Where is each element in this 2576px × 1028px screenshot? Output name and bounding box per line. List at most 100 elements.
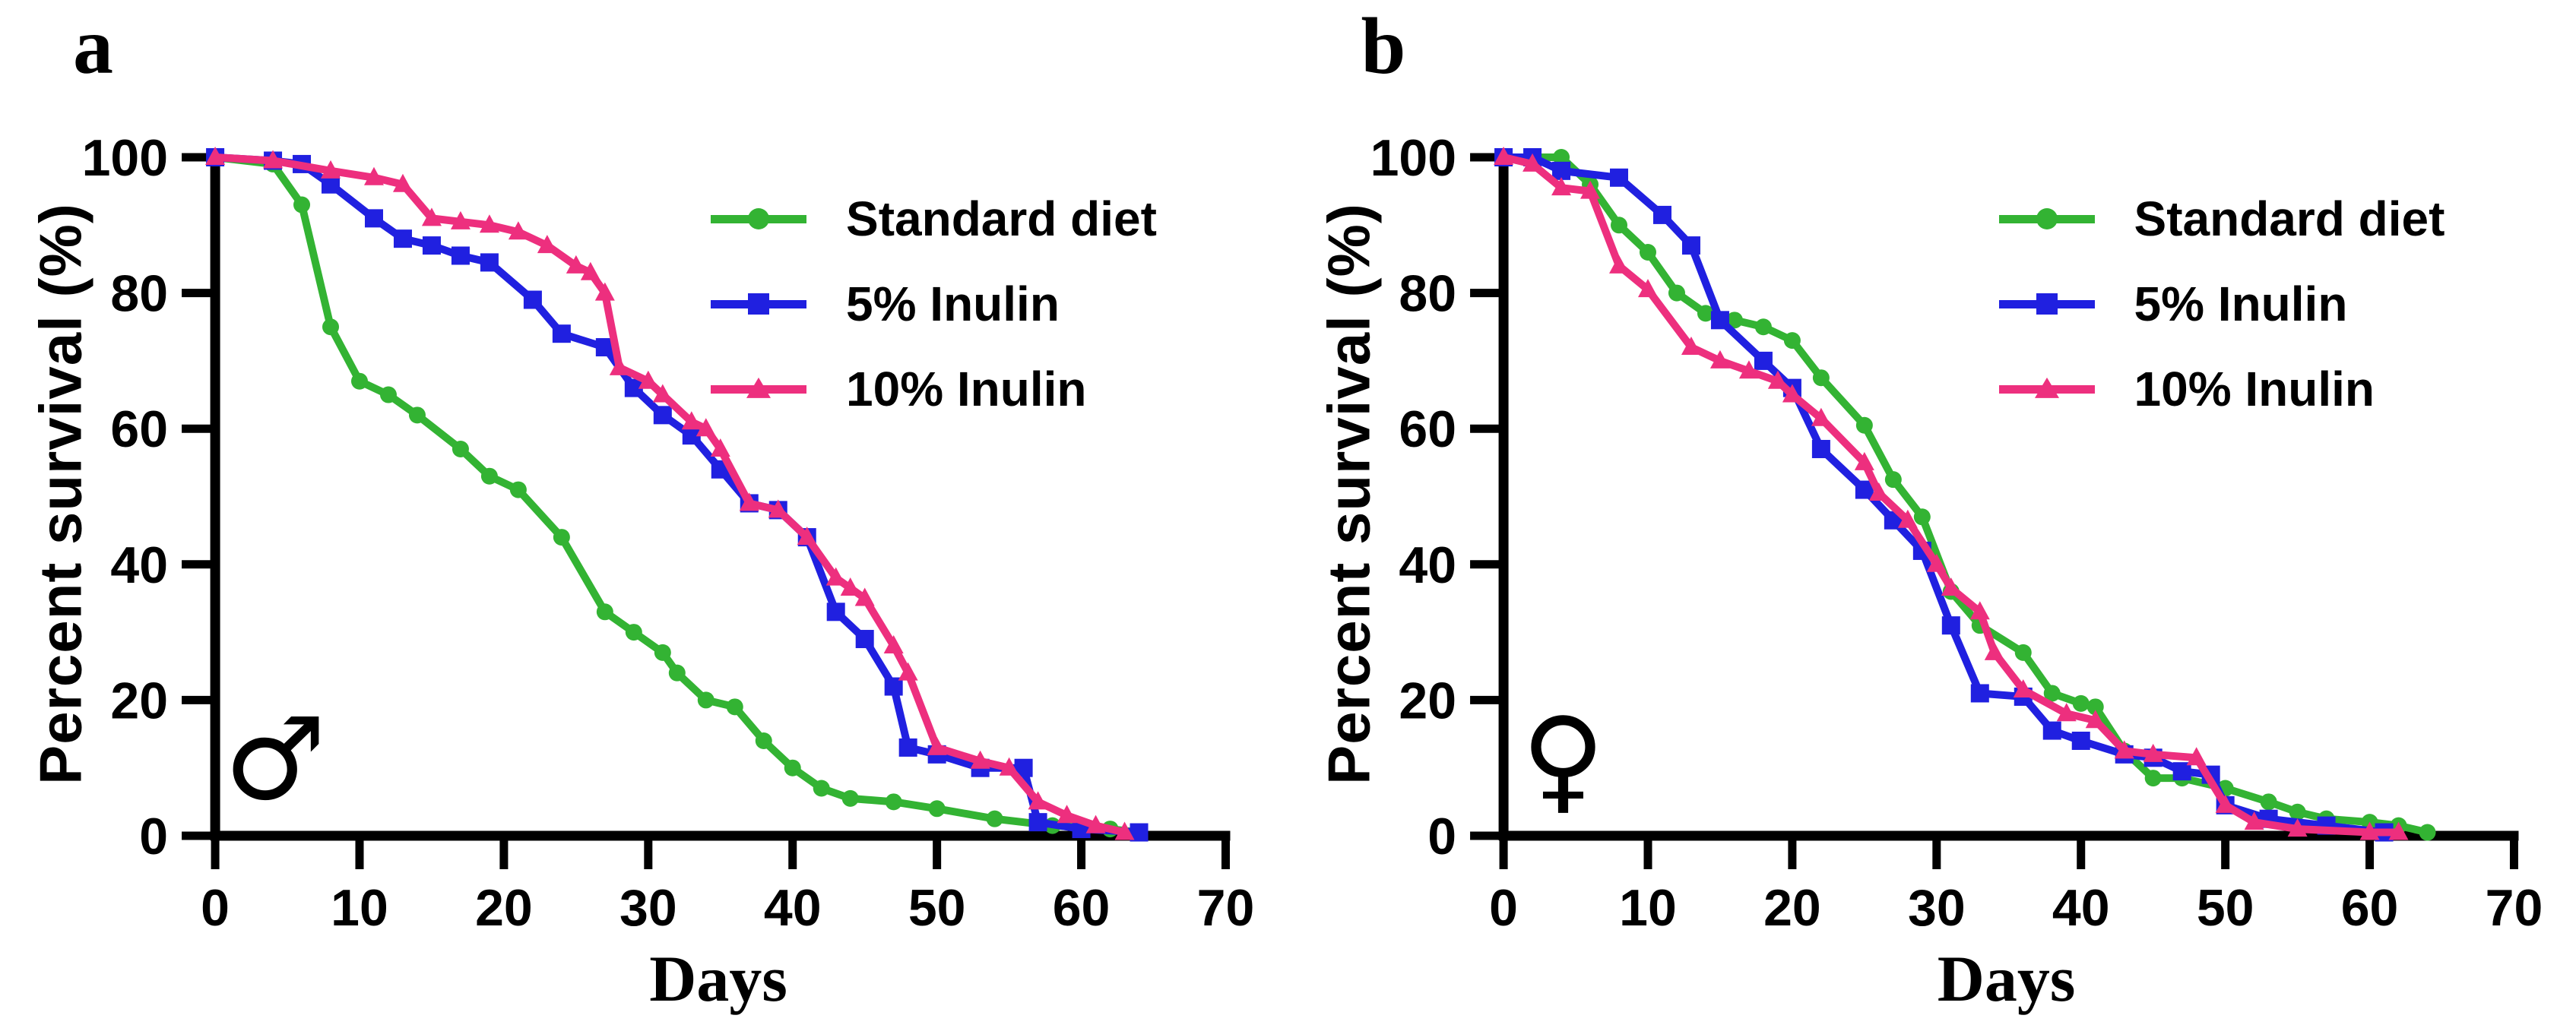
x-axis-title: Days — [1937, 942, 2076, 1015]
data-point-marker-standard-diet — [654, 644, 671, 661]
data-point-marker-10-inulin — [1028, 791, 1048, 810]
data-point-marker-standard-diet — [2072, 694, 2090, 712]
data-point-marker-5-inulin — [653, 406, 672, 425]
triangle-marker-icon — [746, 377, 771, 398]
data-point-marker-5-inulin — [898, 738, 917, 757]
x-tick-label: 40 — [2052, 879, 2109, 937]
data-point-marker-standard-diet — [322, 318, 340, 336]
y-tick-label: 80 — [110, 265, 168, 323]
legend-circle-marker-swatch — [711, 208, 806, 229]
x-tick-label: 60 — [1053, 879, 1111, 937]
data-point-marker-10-inulin — [392, 173, 413, 192]
x-tick-label: 20 — [475, 879, 533, 937]
data-point-marker-5-inulin — [523, 290, 542, 309]
data-point-marker-10-inulin — [840, 577, 860, 596]
data-point-marker-5-inulin — [1652, 205, 1671, 224]
data-point-marker-10-inulin — [1782, 384, 1802, 403]
data-point-marker-standard-diet — [293, 196, 311, 214]
x-tick-label: 50 — [908, 879, 966, 937]
data-point-marker-10-inulin — [2388, 821, 2409, 840]
y-tick-label: 20 — [1399, 672, 1456, 729]
data-point-marker-standard-diet — [1697, 305, 1714, 322]
data-point-marker-standard-diet — [1610, 217, 1627, 234]
data-point-marker-10-inulin — [1522, 153, 1542, 172]
data-point-marker-standard-diet — [2144, 770, 2162, 787]
data-point-marker-10-inulin — [1868, 482, 1889, 501]
survival-plot-female: 0 10 20 30 40 50 60 70 0 20 40 60 80 100 — [1370, 129, 2543, 937]
panel-a-male: 0 10 20 30 40 50 60 70 0 20 40 60 80 100 a Percent su… — [27, 2, 1255, 1016]
data-point-marker-5-inulin — [1681, 236, 1700, 255]
legend-square-marker-swatch — [711, 293, 806, 315]
y-tick-label: 40 — [1399, 536, 1456, 594]
data-point-marker-standard-diet — [2289, 803, 2306, 821]
data-point-marker-10-inulin — [1738, 360, 1759, 379]
data-point-marker-10-inulin — [652, 384, 673, 403]
data-point-marker-standard-diet — [408, 406, 426, 424]
data-point-marker-standard-diet — [379, 386, 397, 403]
data-point-marker-5-inulin — [1970, 684, 1989, 703]
data-point-marker-5-inulin — [552, 324, 571, 343]
data-point-marker-10-inulin — [363, 166, 384, 185]
data-point-marker-standard-diet — [784, 759, 801, 777]
data-point-marker-10-inulin — [1941, 577, 1961, 596]
y-tick-label: 100 — [1370, 129, 1456, 187]
data-point-marker-10-inulin — [2056, 703, 2077, 722]
legend-label: 5% Inulin — [846, 277, 1060, 331]
data-point-marker-standard-diet — [813, 780, 830, 797]
data-point-marker-10-inulin — [2359, 821, 2380, 840]
square-marker-icon — [748, 293, 769, 315]
data-point-marker-standard-diet — [697, 691, 714, 709]
y-tick-label: 40 — [110, 536, 168, 594]
data-point-marker-5-inulin — [826, 603, 845, 622]
x-tick-label: 0 — [201, 879, 230, 937]
x-axis-title: Days — [649, 942, 787, 1015]
data-point-marker-10-inulin — [1709, 350, 1730, 368]
x-tick-label: 60 — [2340, 879, 2398, 937]
data-point-marker-standard-diet — [1913, 508, 1931, 526]
y-axis-title: Percent survival (%) — [1315, 203, 1382, 785]
legend-triangle-marker-swatch — [711, 377, 806, 398]
data-point-marker-10-inulin — [321, 160, 341, 179]
data-point-marker-standard-diet — [726, 698, 743, 716]
y-tick-label: 60 — [110, 400, 168, 458]
data-point-marker-standard-diet — [1668, 284, 1685, 302]
data-point-marker-10-inulin — [999, 757, 1019, 776]
data-point-marker-10-inulin — [710, 438, 730, 457]
data-point-marker-10-inulin — [1551, 177, 1571, 196]
data-point-marker-10-inulin — [2244, 811, 2264, 830]
data-point-marker-standard-diet — [668, 664, 686, 682]
panel-letter: a — [73, 2, 113, 90]
data-point-marker-10-inulin — [479, 214, 499, 233]
data-point-marker-10-inulin — [681, 411, 702, 430]
y-tick-label: 60 — [1399, 400, 1456, 458]
data-point-marker-5-inulin — [2042, 721, 2061, 740]
data-point-marker-10-inulin — [927, 736, 947, 755]
x-tick-label: 40 — [764, 879, 822, 937]
panel-b-female: 0 10 20 30 40 50 60 70 0 20 40 60 80 100 b Percent su… — [1288, 0, 2576, 1028]
data-point-marker-10-inulin — [2186, 747, 2207, 766]
data-point-marker-standard-diet — [755, 732, 772, 749]
legend: Standard diet 5% Inulin 10% Inulin — [1998, 176, 2445, 432]
data-point-marker-5-inulin — [1754, 351, 1773, 370]
x-tick-label: 10 — [331, 879, 388, 937]
y-tick-label: 80 — [1399, 265, 1456, 323]
data-point-marker-5-inulin — [1609, 168, 1628, 187]
data-point-marker-5-inulin — [855, 630, 874, 649]
x-tick-label: 70 — [1197, 879, 1255, 937]
data-point-marker-10-inulin — [1984, 641, 2004, 660]
data-point-marker-5-inulin — [1551, 161, 1570, 180]
data-point-marker-standard-diet — [928, 800, 946, 818]
data-point-marker-10-inulin — [1926, 553, 1947, 572]
data-point-marker-10-inulin — [508, 221, 528, 240]
data-point-marker-standard-diet — [2419, 824, 2436, 841]
data-point-marker-5-inulin — [393, 229, 412, 248]
data-point-marker-5-inulin — [480, 253, 499, 272]
data-point-marker-5-inulin — [1941, 616, 1960, 635]
data-point-marker-10-inulin — [580, 261, 600, 280]
y-tick-label: 0 — [139, 808, 168, 865]
data-point-marker-10-inulin — [1854, 451, 1874, 470]
legend-label: 10% Inulin — [846, 362, 1087, 416]
data-point-marker-10-inulin — [2085, 710, 2105, 729]
legend-item-10pct-inulin: 10% Inulin — [1998, 346, 2445, 432]
